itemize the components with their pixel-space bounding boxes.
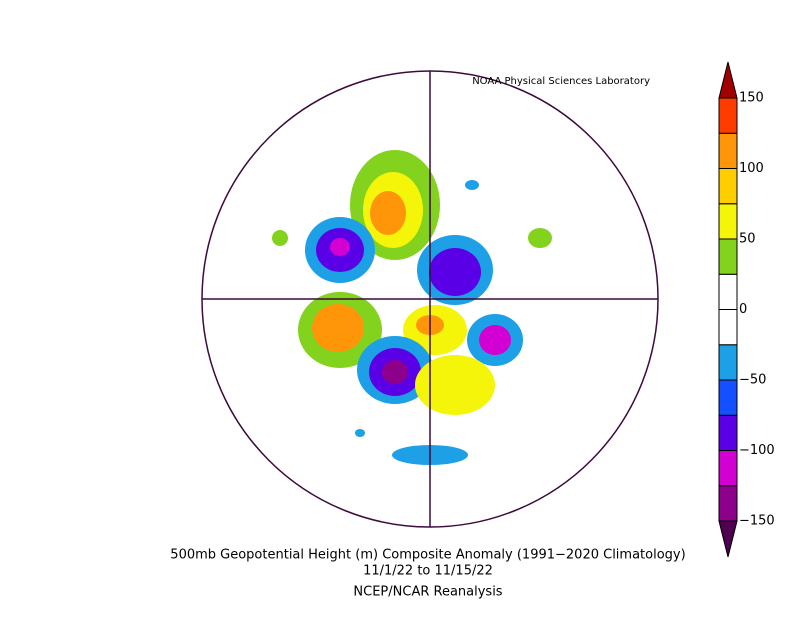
anomaly-field bbox=[272, 150, 552, 465]
color-band bbox=[718, 132, 738, 169]
tick-label: 0 bbox=[739, 302, 747, 317]
color-band bbox=[718, 379, 738, 416]
tick-label: 50 bbox=[739, 232, 756, 247]
over-arrow bbox=[718, 61, 738, 99]
color-band bbox=[718, 450, 738, 487]
color-band bbox=[718, 203, 738, 240]
color-band bbox=[718, 485, 738, 522]
color-band bbox=[718, 309, 738, 346]
color-band bbox=[718, 273, 738, 310]
colorbar: 150 100 50 0 −50 −100 −150 bbox=[718, 61, 775, 558]
color-band bbox=[718, 344, 738, 381]
tick-label: 150 bbox=[739, 91, 764, 106]
color-band bbox=[718, 414, 738, 451]
color-band bbox=[718, 168, 738, 205]
caption-title: 500mb Geopotential Height (m) Composite … bbox=[170, 548, 685, 563]
under-arrow bbox=[718, 520, 738, 558]
credit: NOAA Physical Sciences Laboratory bbox=[472, 76, 650, 87]
tick-label: 100 bbox=[739, 161, 764, 176]
tick-label: −100 bbox=[739, 443, 775, 458]
color-band bbox=[718, 97, 738, 134]
tick-label: −150 bbox=[739, 514, 775, 529]
tick-label: −50 bbox=[739, 373, 766, 388]
color-band bbox=[718, 238, 738, 275]
map bbox=[201, 70, 659, 528]
caption-source: NCEP/NCAR Reanalysis bbox=[353, 585, 502, 600]
caption-dates: 11/1/22 to 11/15/22 bbox=[363, 564, 493, 579]
